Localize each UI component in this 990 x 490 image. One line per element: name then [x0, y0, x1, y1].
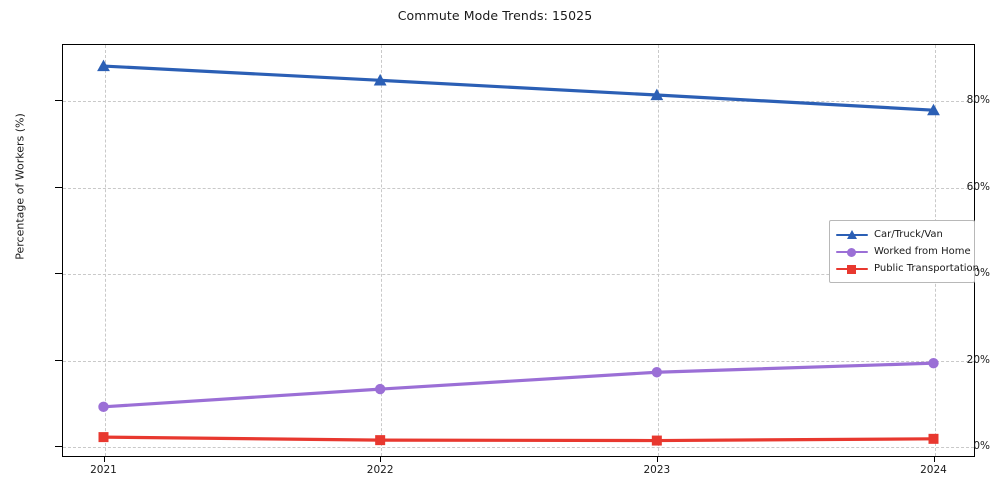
legend-item-3[interactable]: Public Transportation	[836, 260, 979, 277]
gridline-x	[657, 45, 659, 456]
data-point-marker	[98, 432, 109, 443]
chart-title: Commute Mode Trends: 15025	[397, 8, 593, 23]
x-tick-mark	[656, 457, 658, 462]
y-tick-label: 20%	[966, 353, 990, 366]
gridline-y	[63, 187, 974, 189]
legend-swatch	[836, 262, 868, 276]
data-point-marker	[927, 103, 940, 116]
gridline-y	[63, 274, 974, 276]
data-point-marker	[98, 401, 109, 413]
series-1	[97, 59, 940, 116]
chart-legend: Car/Truck/Van Worked from Home Public Tran…	[829, 220, 979, 283]
y-tick-mark	[55, 273, 62, 275]
legend-marker-triangle-icon	[847, 229, 857, 239]
series-2	[98, 357, 939, 413]
legend-swatch	[836, 245, 868, 259]
y-tick-label: 80%	[966, 94, 990, 107]
gridline-y	[63, 447, 974, 449]
gridline-y	[63, 101, 974, 103]
data-point-marker	[375, 435, 386, 446]
data-point-marker	[650, 88, 664, 101]
legend-swatch	[836, 228, 868, 242]
series-line	[101, 361, 936, 409]
x-tick-mark	[103, 457, 105, 462]
legend-item-2[interactable]: Worked from Home	[836, 243, 971, 260]
data-point-marker	[651, 435, 662, 446]
gridline-y	[63, 360, 974, 362]
data-point-marker	[374, 383, 386, 395]
legend-item-1[interactable]: Car/Truck/Van	[836, 226, 968, 243]
legend-label: Public Transportation	[874, 263, 979, 274]
data-point-marker	[928, 433, 939, 444]
gridline-x	[104, 45, 106, 456]
series-line	[101, 435, 936, 443]
series-line	[101, 64, 936, 112]
data-point-marker	[97, 59, 110, 72]
legend-label: Car/Truck/Van	[874, 229, 943, 240]
y-tick-mark	[55, 100, 62, 102]
y-tick-mark	[55, 186, 62, 188]
legend-marker-square-icon	[847, 264, 856, 274]
legend-label: Worked from Home	[874, 246, 971, 257]
x-tick-mark	[380, 457, 382, 462]
y-tick-label: 60%	[966, 180, 990, 193]
series-3	[98, 432, 939, 446]
gridline-x	[381, 45, 383, 456]
x-tick-mark	[933, 457, 935, 462]
x-tick-label: 2024	[920, 464, 947, 476]
y-tick-mark	[55, 446, 62, 448]
y-tick-mark	[55, 359, 62, 361]
data-point-marker	[928, 357, 939, 369]
y-tick-label: 0%	[973, 440, 990, 453]
legend-marker-circle-icon	[847, 247, 856, 257]
data-point-marker	[651, 367, 663, 378]
x-tick-label: 2023	[643, 464, 671, 476]
data-point-marker	[373, 73, 387, 86]
x-tick-label: 2022	[366, 464, 394, 476]
x-tick-label: 2021	[90, 464, 117, 476]
